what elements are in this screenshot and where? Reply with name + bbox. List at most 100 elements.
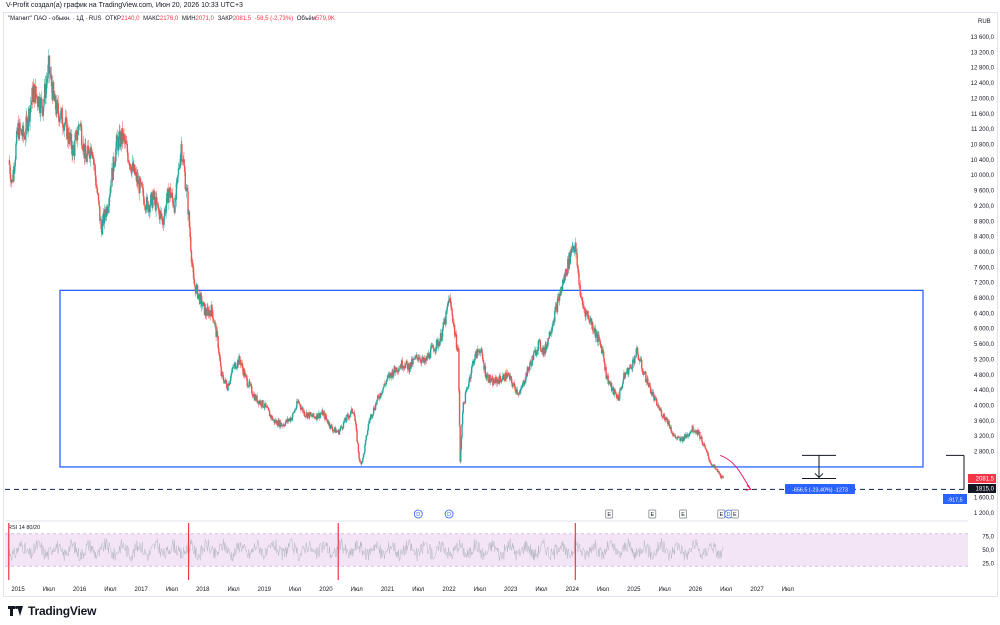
candle-body <box>484 365 487 377</box>
low-value: 2071,0 <box>195 16 214 22</box>
candle-body <box>129 164 132 170</box>
candle-body <box>656 399 658 406</box>
candle-body <box>49 73 51 75</box>
candle-body <box>222 374 224 380</box>
candle-body <box>201 305 204 307</box>
candle-body <box>560 287 562 296</box>
candle-body <box>230 375 232 381</box>
earnings-marker-label: E <box>650 512 654 518</box>
candle-body <box>45 84 47 98</box>
candle-body <box>468 381 470 387</box>
x-tick-label: Июл <box>166 587 179 593</box>
candle-body <box>381 392 383 394</box>
candle-body <box>188 211 191 228</box>
candle-body <box>577 265 579 270</box>
y-tick-label: 13 600,0 <box>971 35 995 41</box>
candle-body <box>262 400 264 407</box>
candle-body <box>374 403 377 410</box>
candle-body <box>574 246 576 252</box>
candle-body <box>501 379 503 381</box>
candle-body <box>455 334 458 348</box>
candle-body <box>523 382 526 385</box>
candle-body <box>156 197 158 204</box>
candle-body <box>528 366 531 371</box>
candle-body <box>295 407 297 410</box>
candle-body <box>203 302 205 303</box>
candle-body <box>284 422 287 426</box>
candle-body <box>113 165 116 168</box>
candle-body <box>223 381 226 384</box>
candle-body <box>513 383 516 387</box>
candle-body <box>267 407 269 410</box>
candle-body <box>652 392 655 396</box>
candle-body <box>630 364 632 367</box>
candle-body <box>684 434 687 437</box>
candle-body <box>364 439 367 445</box>
candle-body <box>549 333 552 336</box>
symbol-name[interactable]: "Магнит" ПАО - обыкн. · 1Д · RUS <box>8 16 102 22</box>
candle-body <box>625 372 627 374</box>
candle-body <box>62 124 64 128</box>
candle-body <box>12 169 14 182</box>
candle-body <box>304 415 307 417</box>
candle-body <box>521 387 523 389</box>
candle-body <box>473 360 476 364</box>
y-tick-label: 1 600,0 <box>974 496 995 502</box>
candle-body <box>462 402 465 413</box>
candle-body <box>174 197 176 213</box>
candle-body <box>378 396 380 399</box>
candle-body <box>366 435 368 436</box>
candle-body <box>74 134 77 141</box>
candle-body <box>512 384 514 387</box>
candle-body <box>95 185 98 188</box>
candle-body <box>439 341 441 347</box>
candle-body <box>302 407 304 413</box>
candle-body <box>514 386 516 391</box>
candle-body <box>628 369 630 375</box>
candle-body <box>719 473 722 477</box>
candle-body <box>298 400 300 404</box>
candle-body <box>199 293 202 304</box>
candle-body <box>587 315 590 320</box>
candle-body <box>342 422 345 428</box>
candle-body <box>500 380 503 383</box>
candle-body <box>468 376 471 382</box>
candle-body <box>334 427 337 433</box>
candle-body <box>598 334 600 340</box>
candle-body <box>46 78 49 82</box>
candle-body <box>714 465 717 469</box>
dividend-marker-icon <box>413 509 423 519</box>
candle-body <box>162 224 165 226</box>
candle-body <box>632 359 634 368</box>
candle-body <box>524 380 527 383</box>
candle-body <box>52 81 55 94</box>
candle-body <box>357 441 359 444</box>
candle-body <box>201 296 203 307</box>
candle-body <box>703 444 706 447</box>
candle-body <box>15 143 17 160</box>
candle-body <box>365 435 367 440</box>
x-tick-label: Июл <box>412 587 425 593</box>
candle-body <box>189 227 191 237</box>
candle-body <box>251 385 253 394</box>
candle-body <box>74 140 76 157</box>
candle-body <box>348 415 351 419</box>
candle-body <box>177 168 180 176</box>
candle-body <box>216 331 219 337</box>
candle-body <box>175 183 178 200</box>
x-tick-label: 2018 <box>196 587 210 593</box>
candle-body <box>406 360 408 364</box>
candle-body <box>332 430 335 432</box>
candle-body <box>123 133 125 137</box>
y-tick-label: 11 600,0 <box>971 112 995 118</box>
candle-body <box>518 392 520 395</box>
candle-body <box>29 108 31 122</box>
candle-body <box>706 451 709 453</box>
candle-body <box>101 220 104 235</box>
candle-body <box>600 344 602 347</box>
candle-body <box>50 74 53 87</box>
candle-body <box>229 380 231 383</box>
candle-body <box>398 368 400 372</box>
candle-body <box>643 373 645 375</box>
